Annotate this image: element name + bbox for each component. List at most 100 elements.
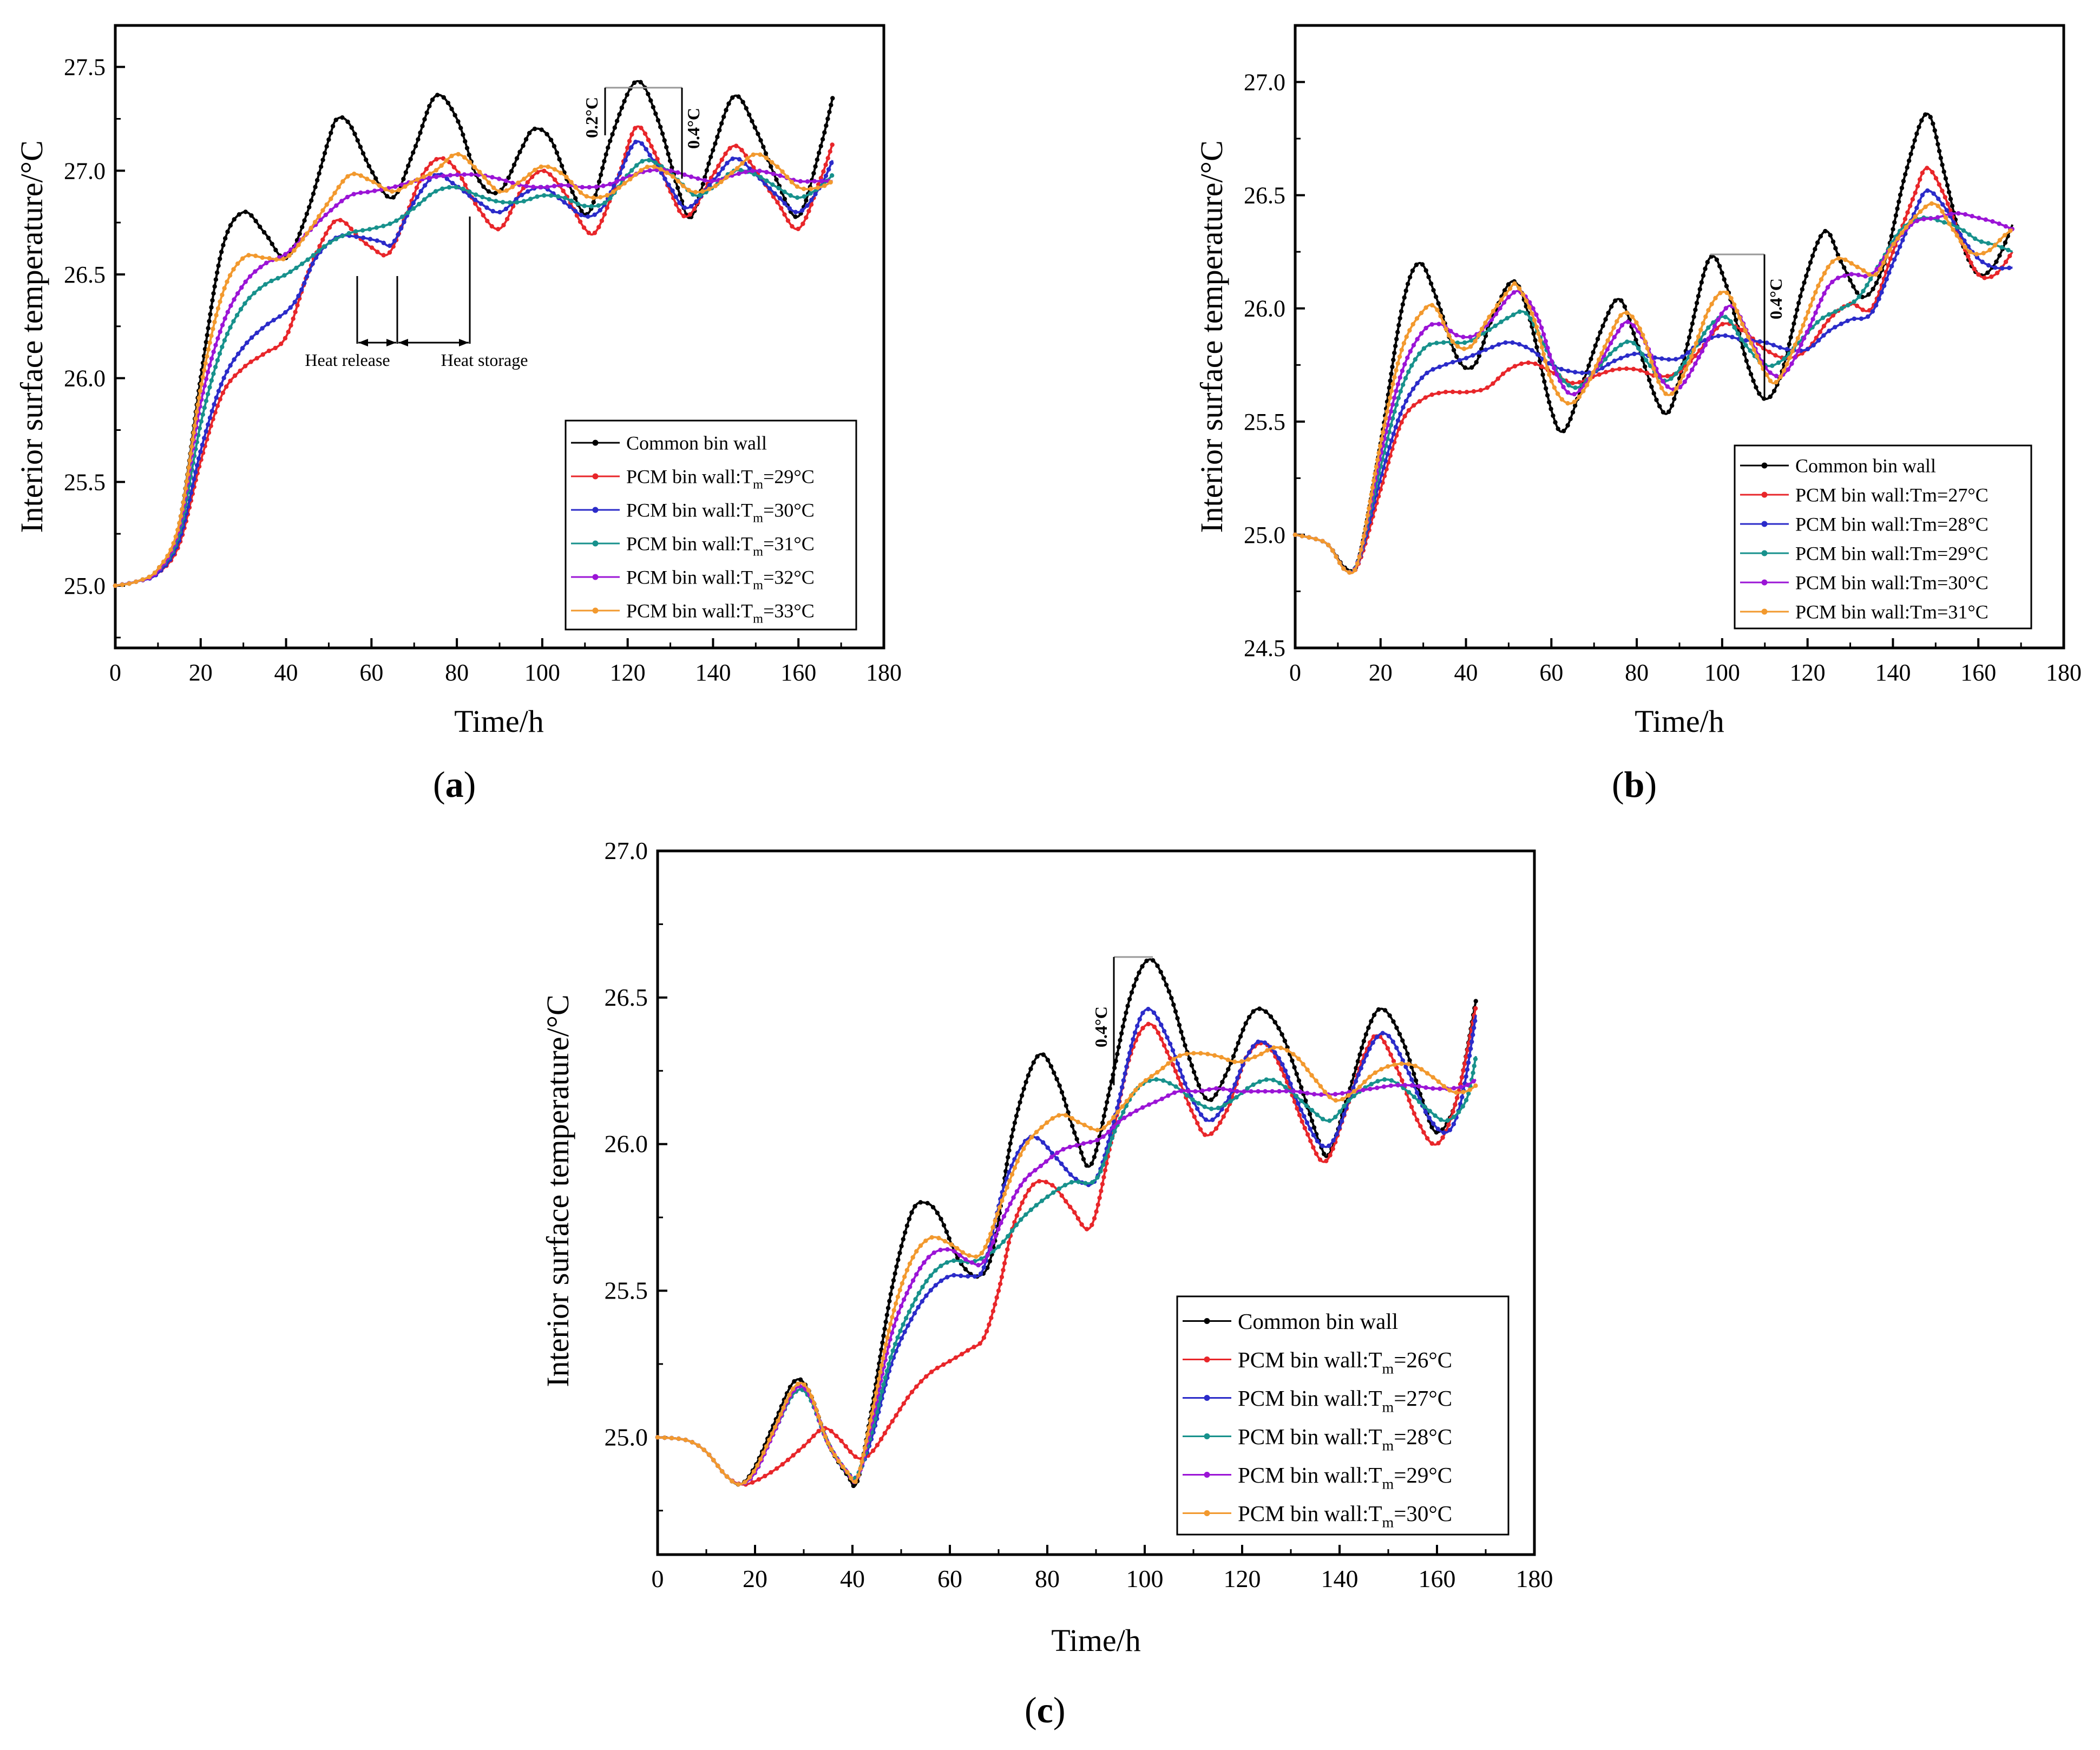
data-point [925, 1201, 930, 1206]
data-point [1511, 290, 1517, 295]
data-point [1481, 331, 1486, 336]
data-point [1791, 321, 1796, 326]
legend-entry-1: PCM bin wall:Tm=27°C [1795, 484, 1989, 506]
data-point [1389, 1078, 1394, 1083]
data-point [307, 267, 312, 273]
data-point [1570, 410, 1576, 415]
data-point [890, 1315, 895, 1320]
data-point [1787, 355, 1792, 361]
data-point [1828, 233, 1833, 238]
data-point [1381, 1084, 1387, 1089]
data-point [1553, 420, 1558, 425]
data-point [1502, 288, 1507, 293]
data-point [876, 1377, 882, 1381]
data-point [1767, 349, 1772, 355]
data-point [681, 183, 686, 188]
data-point [1846, 303, 1850, 308]
data-point [1341, 566, 1346, 571]
data-point [996, 1244, 1001, 1249]
data-point [1810, 317, 1815, 322]
data-point [981, 1335, 987, 1340]
data-point [1383, 416, 1388, 421]
data-point [1528, 316, 1533, 321]
data-point [804, 215, 809, 220]
data-point [1175, 1015, 1180, 1021]
data-point [1852, 299, 1856, 304]
data-point [427, 103, 432, 109]
data-point [1464, 1098, 1469, 1103]
data-point [1151, 958, 1156, 963]
data-point [1388, 395, 1393, 401]
data-point [629, 145, 634, 150]
data-point [390, 189, 395, 194]
data-point [2002, 233, 2007, 238]
data-point [1029, 1135, 1034, 1140]
data-point [799, 208, 805, 213]
data-point [845, 1470, 850, 1475]
data-point [463, 139, 468, 144]
data-point [929, 1369, 934, 1374]
data-point [232, 373, 238, 378]
data-point [405, 210, 410, 215]
data-point [639, 126, 644, 130]
data-point [1841, 265, 1847, 270]
data-point [869, 1411, 875, 1416]
data-point [228, 303, 233, 309]
y-tick-label: 26.0 [64, 365, 106, 392]
data-point [1619, 323, 1625, 328]
data-point [1961, 228, 1966, 233]
data-point [1351, 1089, 1357, 1094]
data-point [775, 164, 780, 169]
data-point [1680, 354, 1685, 359]
data-point [1075, 1119, 1081, 1125]
data-point [990, 1309, 996, 1314]
data-point [392, 238, 397, 244]
data-point [1822, 291, 1827, 296]
data-point [767, 186, 772, 191]
data-point [1296, 1101, 1301, 1106]
data-point [1110, 1136, 1115, 1141]
data-point [1936, 196, 1941, 201]
data-point [596, 179, 602, 184]
data-point [510, 180, 515, 186]
data-point [652, 150, 657, 155]
data-point [1612, 358, 1617, 363]
data-point [1422, 1104, 1427, 1109]
data-point [1284, 1089, 1289, 1094]
data-point [1910, 197, 1915, 202]
data-point [1464, 1074, 1468, 1079]
data-point [1661, 410, 1666, 415]
data-point [717, 128, 722, 133]
data-point [706, 161, 711, 166]
data-point [902, 1329, 907, 1334]
data-point [1993, 265, 1998, 270]
data-point [1660, 379, 1665, 384]
data-point [447, 185, 452, 190]
data-point [1524, 298, 1529, 303]
data-point [1400, 368, 1405, 373]
data-point [1128, 1044, 1134, 1048]
data-point [1161, 1078, 1166, 1083]
data-point [1908, 152, 1913, 156]
data-point [1945, 201, 1950, 206]
data-point [1355, 561, 1360, 566]
data-point [225, 230, 230, 234]
data-point [779, 206, 784, 211]
data-point [482, 175, 487, 180]
data-point [881, 1356, 885, 1361]
data-point [1296, 1056, 1301, 1061]
data-point [646, 91, 651, 96]
data-point [648, 98, 653, 103]
data-point [1183, 1043, 1187, 1048]
data-point [1132, 1030, 1138, 1035]
data-point [1703, 343, 1708, 348]
data-point [815, 185, 821, 190]
data-point [1928, 115, 1933, 120]
data-point [1647, 352, 1652, 358]
data-point [1887, 270, 1892, 275]
data-point [1703, 314, 1708, 319]
x-tick-label: 20 [189, 659, 213, 686]
data-point [1138, 1083, 1143, 1087]
data-point [1723, 306, 1729, 311]
data-point [776, 1418, 780, 1423]
